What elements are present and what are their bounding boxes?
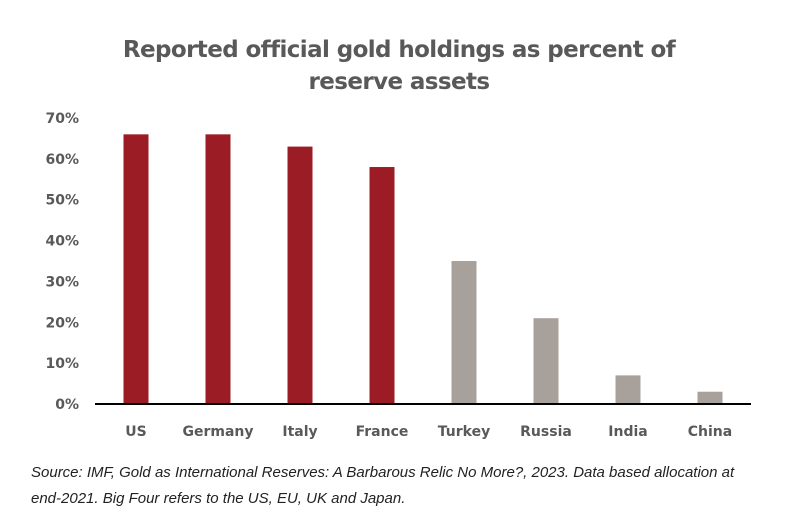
x-tick-label: Turkey [438,424,490,440]
source-note: Source: IMF, Gold as International Reser… [31,460,791,512]
x-tick-label: Russia [520,424,572,440]
x-tick-label: US [125,424,146,440]
bar-india [615,375,641,404]
source-note-line-2: end-2021. Big Four refers to the US, EU,… [31,490,406,507]
bars [123,134,723,405]
chart-title-line-1: Reported official gold holdings as perce… [122,37,676,63]
x-tick-label: China [688,424,732,440]
bar-italy [287,146,313,404]
y-tick-label: 20% [45,315,79,331]
y-tick-label: 50% [45,193,79,209]
x-tick-label: Italy [282,424,317,440]
x-axis-labels: US Germany Italy France Turkey Russia India Chi… [125,424,732,440]
y-tick-label: 70% [45,111,79,127]
y-tick-label: 0% [55,397,79,413]
bar-china [697,391,723,404]
bar-russia [533,318,559,404]
bar-chart: 0% 10% 20% 30% 40% 50% 60% 70% US Germany Italy Fr… [45,111,751,440]
x-tick-label: Germany [182,424,253,440]
source-note-line-1: Source: IMF, Gold as International Reser… [31,464,735,481]
y-tick-label: 60% [45,152,79,168]
y-tick-label: 10% [45,356,79,372]
chart-title: Reported official gold holdings as perce… [0,34,798,98]
y-tick-label: 30% [45,274,79,290]
bar-france [369,167,395,404]
y-tick-label: 40% [45,234,79,250]
bar-turkey [451,261,477,404]
bar-us [123,134,149,405]
chart-title-line-2: reserve assets [308,69,491,95]
x-tick-label: France [356,424,409,440]
x-tick-label: India [608,424,647,440]
y-axis-ticks: 0% 10% 20% 30% 40% 50% 60% 70% [45,111,79,413]
bar-germany [205,134,231,405]
